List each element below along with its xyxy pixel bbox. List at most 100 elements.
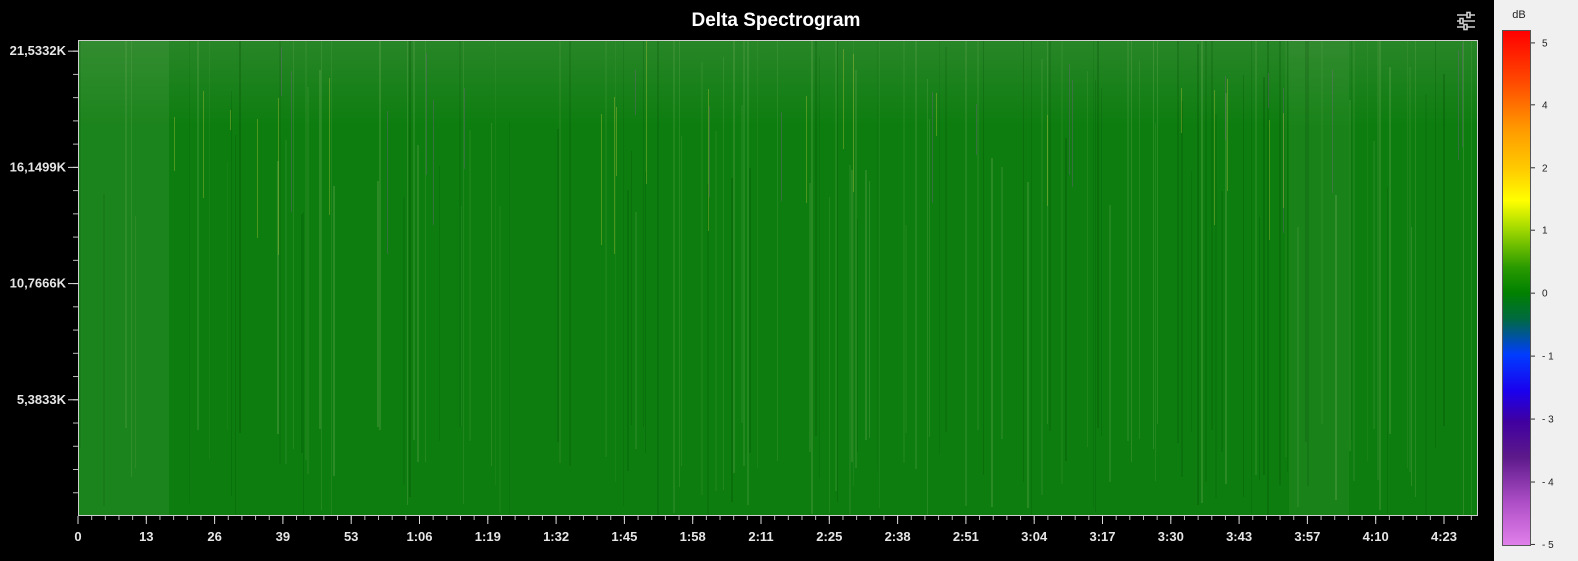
spectrogram-streak [939,41,940,454]
spectrogram-streak [403,197,405,485]
spectrogram-streak [1095,80,1096,512]
colorbar-ticks: 5 4 2 1 0 - 1 - 3 - 4 - 5 [1531,30,1578,551]
spectrogram-streak [1279,41,1281,485]
spectrogram-speckle [635,70,636,115]
spectrogram-streak [1061,41,1063,484]
spectrogram-streak [569,41,571,466]
spectrogram-streak [1379,41,1381,510]
spectrogram-streak [733,41,735,473]
spectrogram-speckle [1069,64,1070,175]
spectrogram-streak [1087,71,1088,447]
spectrogram-streak [499,206,501,513]
spectrogram-streak [1255,41,1257,475]
spectrogram-speckle [257,119,258,238]
spectrogram-streak [715,131,717,491]
spectrogram-streak [605,41,607,457]
spectrogram-streak [615,41,616,482]
spectrogram-streak [425,41,426,462]
spectrogram-speckle [1283,88,1284,233]
spectrogram-streak [285,140,287,464]
spectrogram-streak [809,183,811,452]
x-tick-label: 53 [344,529,358,544]
spectrogram-speckle [1283,113,1284,208]
spectrogram-streak [417,145,419,462]
spectrogram-streak [239,41,241,433]
x-tick-label: 1:32 [543,529,569,544]
colorbar-unit-label: dB [1512,9,1526,21]
spectrogram-streak [1263,77,1265,475]
spectrogram-streak [1197,44,1199,505]
spectrogram-streak [1157,41,1158,424]
spectrogram-speckle [278,98,279,255]
spectrogram-streak [79,41,81,448]
spectrogram-speckle [1332,70,1333,193]
spectrogram-speckle [646,41,647,184]
spectrogram-streak [1387,187,1388,514]
spectrogram-speckle [601,114,602,245]
spectrogram-streak [877,41,878,471]
spectrogram-streak [293,41,294,449]
spectrogram-streak [1041,59,1043,495]
spectrogram-panel: Delta Spectrogram 21,5332K 16,1499K 10,766… [9,9,1478,544]
spectrogram-streak [1181,101,1183,477]
spectrogram-streak [977,41,979,430]
x-tick-label: 1:19 [475,529,501,544]
spectrogram-streak [189,41,190,503]
spectrogram-streak [749,168,751,453]
spectrogram-streak [631,151,632,425]
spectrogram-streak [723,57,724,490]
spectrogram-speckle [291,71,292,212]
spectrogram-speckle [1227,79,1228,191]
spectrogram-streak [829,197,830,513]
chart-title: Delta Spectrogram [691,10,861,31]
spectrogram-streak [927,79,928,515]
spectrogram-streak [235,135,236,514]
spectrogram-streak [407,41,408,505]
spectrogram-streak [835,41,837,491]
spectrogram-streak [559,41,561,463]
spectrogram-streak [1031,41,1032,515]
spectrogram-speckle [281,47,282,96]
spectrogram-streak [1267,41,1269,515]
spectrogram-streak [1305,41,1307,442]
spectrogram-streak [1367,41,1368,461]
colorbar-tick-label: - 1 [1542,352,1554,363]
spectrogram-streak [1307,41,1309,486]
x-tick-label: 1:45 [611,529,637,544]
spectrogram-speckle [853,54,854,192]
spectrogram-streak [1409,67,1411,472]
spectrogram-streak [857,219,858,452]
x-tick-label: 4:23 [1431,529,1457,544]
spectrogram-streak [965,41,967,506]
spectrogram-streak [983,41,984,475]
spectrogram-streak [991,158,993,507]
spectrogram-streak [1351,41,1352,440]
spectrogram-streak [1139,61,1140,439]
spectrogram-speckle [329,78,330,215]
spectrogram-streak [1155,123,1156,481]
spectrogram-streak [1463,41,1464,515]
spectrogram-streak [303,212,304,514]
spectrogram-streak [945,47,947,432]
spectrogram-streak [231,91,232,496]
spectrogram-speckle [709,106,710,197]
spectrogram-streak [903,41,905,463]
spectrogram-streak [227,162,228,430]
spectrogram-streak [851,170,853,462]
y-tick-label: 21,5332K [10,43,67,58]
spectrogram-streak [495,41,496,485]
spectrogram-streak [461,206,462,426]
spectrogram-speckle [932,92,933,203]
settings-button[interactable] [1454,9,1478,33]
spectrogram-plot-area[interactable] [78,40,1478,516]
spectrogram-streak [1049,41,1051,431]
spectrogram-streak [1287,41,1288,472]
spectrogram-streak [1001,167,1003,439]
spectrogram-streak [855,70,857,468]
spectrogram-streak [209,41,210,459]
spectrogram-streak [197,41,199,430]
spectrogram-streak [557,129,559,442]
spectrogram-streak [747,41,749,505]
spectrogram-streak [1243,75,1244,497]
spectrogram-speckle [1458,50,1459,160]
